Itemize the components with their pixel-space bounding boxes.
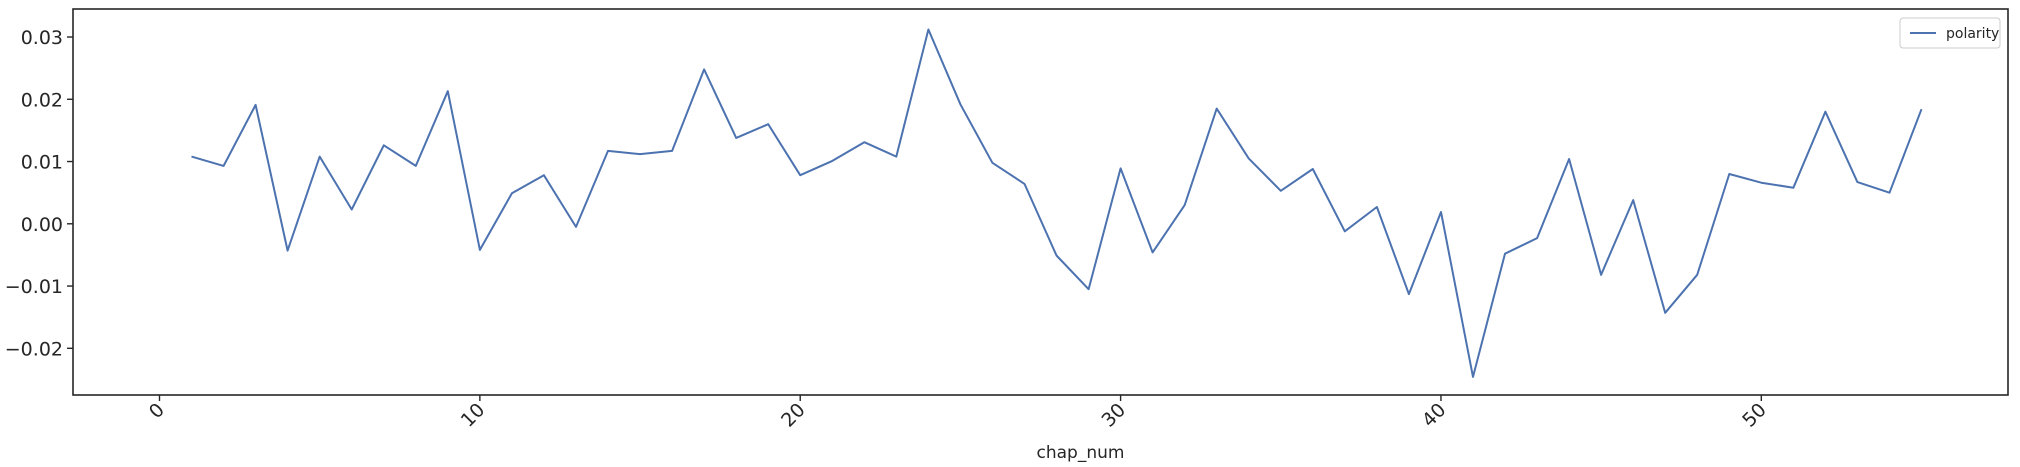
series-lines (191, 28, 1923, 378)
axis-tick-labels: 0 10 20 30 40 50 −0.02 −0.01 0.00 0.01 0.02 0.03 (5, 27, 1771, 432)
y-tick-label: 0.01 (21, 152, 63, 174)
x-tick-label: 50 (1738, 399, 1771, 432)
x-axis-label: chap_num (1037, 443, 1125, 463)
legend: polarity (1899, 17, 2001, 49)
y-tick-label: −0.01 (5, 276, 63, 298)
axis-ticks (67, 36, 1763, 401)
y-tick-label: −0.02 (5, 338, 63, 360)
legend-label-polarity: polarity (1946, 26, 1999, 42)
x-tick-label: 0 (145, 399, 169, 423)
x-tick-label: 10 (457, 399, 490, 432)
x-tick-label: 30 (1097, 399, 1130, 432)
y-tick-label: 0.03 (21, 27, 63, 49)
y-tick-label: 0.00 (21, 214, 63, 236)
plot-frame (72, 8, 2009, 396)
x-tick-label: 40 (1418, 399, 1451, 432)
y-tick-label: 0.02 (21, 89, 63, 111)
series-line-polarity (191, 28, 1923, 378)
legend-box (1899, 17, 2001, 49)
x-tick-label: 20 (777, 399, 810, 432)
